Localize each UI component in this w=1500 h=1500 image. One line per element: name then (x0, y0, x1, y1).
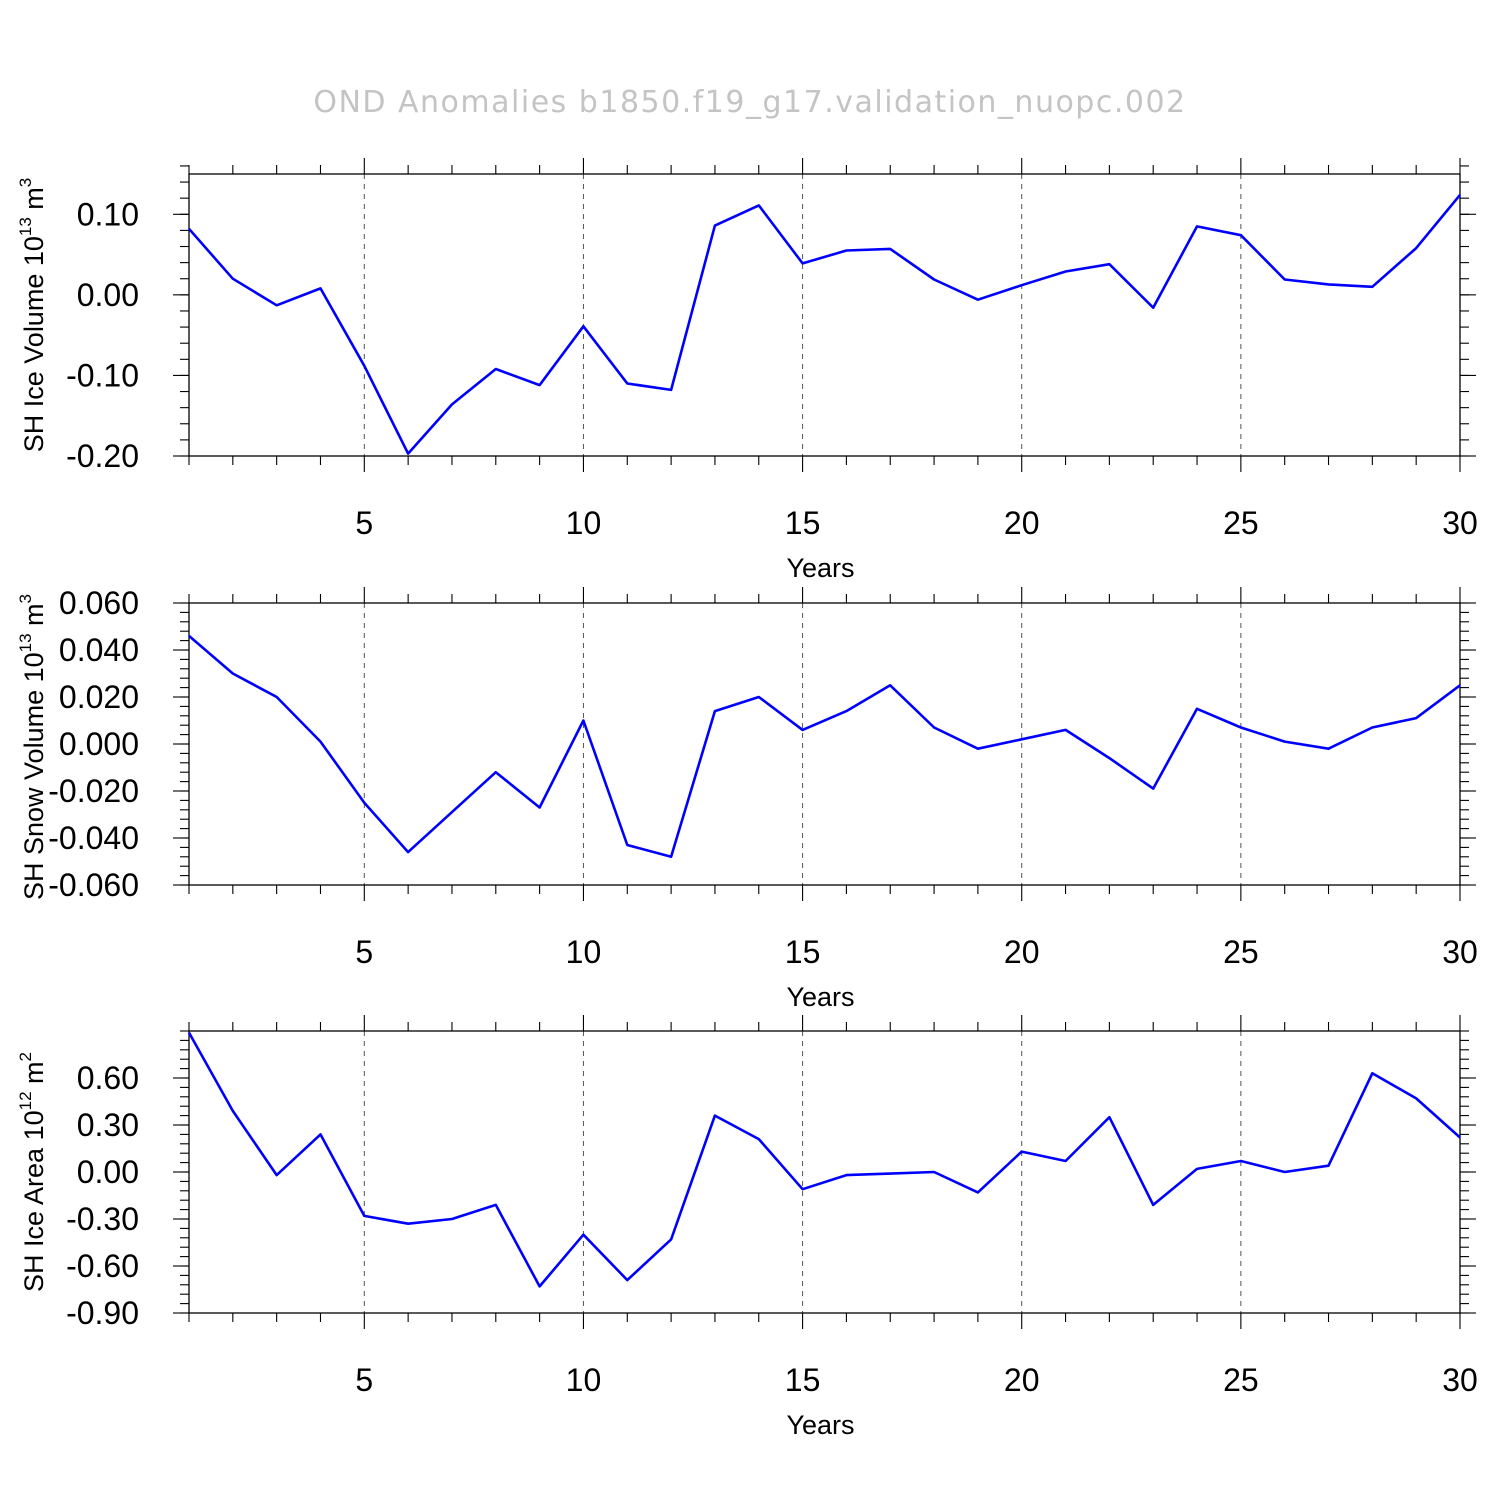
x-tick-label: 25 (1223, 934, 1259, 970)
y-tick-label: -0.60 (66, 1248, 139, 1284)
x-tick-label: 25 (1223, 505, 1259, 541)
x-tick-label: 25 (1223, 1362, 1259, 1398)
y-axis-title-unit: m (19, 187, 49, 217)
y-tick-label: -0.90 (66, 1295, 139, 1331)
plot-frame (188, 173, 1461, 457)
chart-title: OND Anomalies b1850.f19_g17.validation_n… (313, 85, 1186, 120)
axis-ticks (173, 1015, 1476, 1329)
y-tick-label: -0.020 (48, 773, 139, 809)
gridlines (363, 174, 1242, 456)
x-tick-label: 30 (1442, 505, 1478, 541)
x-axis-title: Years (786, 982, 854, 1012)
y-axis-title-main: SH Ice Volume 10 (19, 236, 49, 452)
y-tick-labels: -0.060 -0.040 -0.020 0.000 0.020 0.040 0.060 (48, 585, 139, 903)
x-tick-label: 10 (566, 934, 602, 970)
y-axis-title-unit-exponent: 2 (16, 1052, 35, 1061)
x-tick-label: 20 (1004, 1362, 1040, 1398)
y-tick-labels: -0.90 -0.60 -0.30 0.00 0.30 0.60 (66, 1060, 139, 1331)
x-tick-label: 10 (566, 1362, 602, 1398)
gridlines (363, 1031, 1242, 1313)
x-tick-label: 5 (355, 505, 373, 541)
y-axis-title: SH Ice Volume 1013 m3 (16, 178, 49, 453)
x-tick-labels: 5 10 15 20 25 30 (355, 934, 1477, 970)
series-line-ice-area (187, 1031, 1461, 1288)
y-tick-label: 0.00 (77, 1154, 139, 1190)
y-tick-label: -0.30 (66, 1201, 139, 1237)
x-tick-label: 5 (355, 934, 373, 970)
series-line-ice-volume (188, 194, 1462, 455)
x-axis-title: Years (786, 1410, 854, 1440)
x-tick-label: 15 (785, 505, 821, 541)
plot-frame (188, 602, 1461, 886)
y-tick-label: -0.20 (66, 438, 139, 474)
axis-ticks (173, 587, 1476, 901)
y-tick-label: 0.060 (59, 585, 139, 621)
y-axis-title-exponent: 13 (16, 633, 35, 652)
gridlines (363, 603, 1242, 885)
y-axis-title-unit: m (19, 603, 49, 633)
panel-snow-volume: -0.060 -0.040 -0.020 0.000 0.020 0.040 0.060 5… (16, 585, 1478, 1012)
x-tick-label: 10 (566, 505, 602, 541)
x-tick-labels: 5 10 15 20 25 30 (355, 505, 1477, 541)
y-axis-title-exponent: 12 (16, 1091, 35, 1110)
y-axis-title-unit-exponent: 3 (16, 594, 35, 603)
y-tick-labels: -0.20 -0.10 0.00 0.10 (66, 196, 139, 474)
x-tick-label: 5 (355, 1362, 373, 1398)
series-line-snow-volume (188, 634, 1461, 859)
x-tick-label: 20 (1004, 505, 1040, 541)
y-axis-title-unit: m (19, 1061, 49, 1091)
y-axis-title-exponent: 13 (16, 217, 35, 236)
plot-frame (188, 1030, 1461, 1314)
y-tick-label: 0.040 (59, 632, 139, 668)
panel-ice-volume: -0.20 -0.10 0.00 0.10 5 10 15 20 25 30 Years SH … (16, 158, 1478, 583)
y-axis-title: SH Ice Area 1012 m2 (16, 1052, 49, 1292)
y-tick-label: 0.10 (77, 196, 139, 232)
y-tick-label: -0.040 (48, 820, 139, 856)
y-tick-label: 0.30 (77, 1107, 139, 1143)
x-tick-labels: 5 10 15 20 25 30 (355, 1362, 1477, 1398)
panel-ice-area: -0.90-0.60-0.300.000.300.60 5 10 15 20 25 30 … (16, 1015, 1478, 1440)
y-tick-label: 0.020 (59, 679, 139, 715)
x-tick-label: 30 (1442, 1362, 1478, 1398)
x-axis-title: Years (786, 553, 854, 583)
y-tick-label: -0.060 (48, 867, 139, 903)
y-axis-title-unit-exponent: 3 (16, 178, 35, 187)
x-tick-label: 20 (1004, 934, 1040, 970)
y-axis-title: SH Snow Volume 1013 m3 (16, 594, 49, 900)
y-axis-title-main: SH Ice Area 10 (19, 1110, 49, 1292)
y-tick-label: -0.10 (66, 357, 139, 393)
y-tick-label: 0.60 (77, 1060, 139, 1096)
y-tick-label: 0.000 (59, 726, 139, 762)
y-axis-title-main: SH Snow Volume 10 (19, 652, 49, 900)
x-tick-label: 15 (785, 934, 821, 970)
y-tick-label: 0.00 (77, 277, 139, 313)
x-tick-label: 30 (1442, 934, 1478, 970)
x-tick-label: 15 (785, 1362, 821, 1398)
axis-ticks (173, 158, 1476, 472)
